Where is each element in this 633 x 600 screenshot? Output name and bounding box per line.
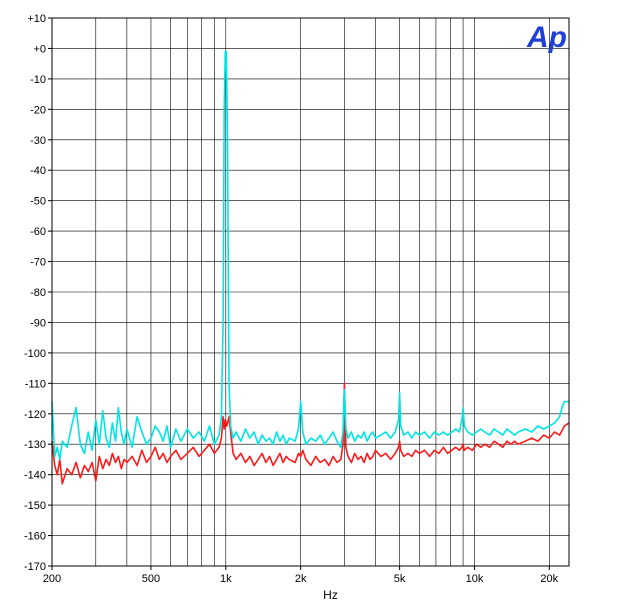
series-line (51, 50, 569, 461)
y-tick-label: -30 (30, 135, 46, 147)
x-tick-label: 200 (43, 573, 61, 585)
x-tick-label: 1k (220, 573, 232, 585)
x-axis-label: Hz (323, 588, 338, 600)
x-axis-ticks: 200 500 1k 2k 5k 10k 20k (43, 566, 559, 585)
x-tick-label: 10k (466, 573, 484, 585)
y-tick-label: -40 (30, 165, 46, 177)
series-line (51, 382, 570, 485)
y-tick-label: -70 (30, 257, 46, 269)
y-tick-label: +10 (27, 13, 46, 25)
y-tick-label: -170 (24, 561, 46, 573)
y-tick-label: -150 (24, 500, 46, 512)
y-tick-label: -100 (24, 348, 46, 360)
y-tick-label: -20 (30, 104, 46, 116)
series-layer (51, 50, 570, 485)
y-tick-label: -160 (24, 531, 46, 543)
y-tick-label: -90 (30, 317, 46, 329)
y-tick-label: -130 (24, 439, 46, 451)
x-tick-label: 20k (540, 573, 558, 585)
y-tick-label: -60 (30, 226, 46, 238)
y-tick-label: -140 (24, 470, 46, 482)
y-axis-ticks: +10 +0 -10 -20 -30 -40 -50 -60 -70 -80 -90 -100 -110… (24, 13, 52, 573)
x-tick-label: 5k (394, 573, 406, 585)
y-tick-label: -110 (25, 378, 46, 390)
ap-logo: Ap (526, 21, 567, 54)
grid (51, 17, 569, 567)
y-tick-label: -120 (24, 409, 46, 421)
y-tick-label: -80 (30, 287, 46, 299)
y-tick-label: -10 (30, 74, 46, 86)
x-tick-label: 500 (142, 573, 160, 585)
y-tick-label: +0 (33, 43, 46, 55)
x-tick-label: 2k (295, 573, 307, 585)
y-tick-label: -50 (30, 196, 46, 208)
